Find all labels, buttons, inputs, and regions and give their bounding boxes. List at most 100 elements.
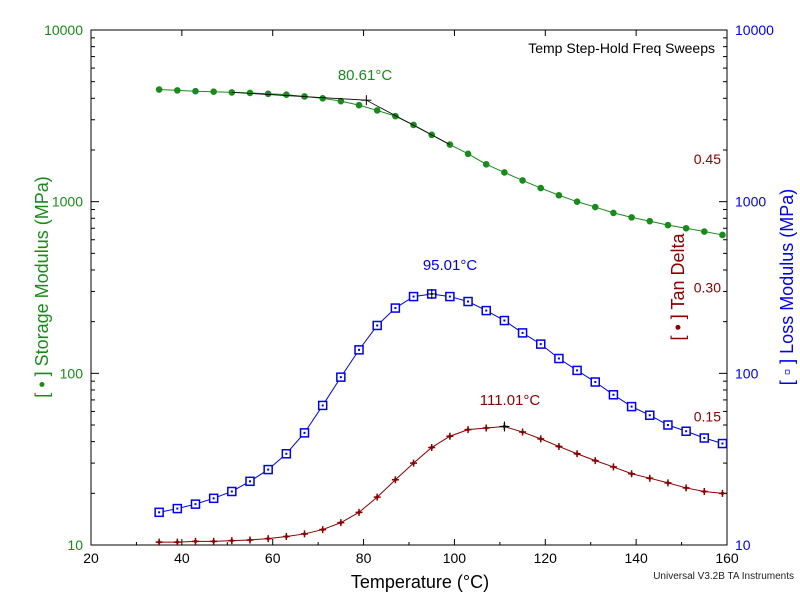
data-point [155,86,163,93]
y-right-tick-label: 1000 [735,194,766,210]
data-point-center [321,527,325,532]
data-point-center [539,343,542,346]
data-point-center [212,497,215,500]
chart-title: Temp Step-Hold Freq Sweeps [528,40,715,56]
data-point-center [339,376,342,379]
data-point-center [720,491,725,495]
data-point-center [467,300,470,303]
series-layer [154,86,728,546]
data-point [174,87,181,94]
data-point-center [393,478,397,482]
data-point-center [284,534,288,539]
data-point [337,97,345,105]
data-point-center [648,414,651,417]
software-credit: Universal V3.2B TA Instruments [653,571,794,582]
data-point [591,203,599,211]
data-point-center [612,393,615,396]
x-tick-label: 80 [356,550,372,566]
series-storage-modulus [155,86,726,239]
data-point-center [539,437,543,441]
data-point-center [175,540,179,544]
x-tick-label: 40 [174,550,190,566]
data-point [373,107,381,114]
data-point-center [430,445,434,450]
data-point-center [684,486,688,490]
x-tick-label: 160 [715,550,739,566]
data-point-center [448,434,452,438]
data-point-center [158,511,161,514]
data-point-center [194,503,197,506]
y-left-axis-label: [ • ] Storage Modulus (MPa) [32,176,52,397]
data-point-center [375,495,379,499]
y-right-tick-label: 10 [735,537,751,553]
data-point [355,101,363,109]
data-point [573,198,581,205]
y-right-axis-label: [ ▫ ] Loss Modulus (MPa) [777,189,797,385]
data-point [519,177,526,184]
data-point-center [685,430,688,433]
data-point-center [248,538,252,542]
data-point-center [266,536,270,541]
data-point [464,150,472,158]
data-point-center [557,444,561,449]
data-point [392,112,399,120]
x-tick-label: 20 [83,550,99,566]
series-loss-modulus [154,289,728,518]
data-point-center [448,295,451,298]
data-point [446,141,454,148]
tan-delta-axis-label: [ • ] Tan Delta [668,233,688,341]
tan-delta-tick-label: 0.30 [694,280,721,296]
data-point-center [576,369,579,372]
data-point-center [521,331,524,334]
data-point-center [267,468,270,471]
data-point-center [484,426,488,430]
data-point [210,88,217,96]
data-point-center [339,521,343,525]
data-point-center [302,532,307,536]
data-point-center [249,480,251,483]
data-point [319,95,326,102]
onset-tangent-line [231,92,367,101]
data-point-center [666,481,670,485]
data-point [555,191,563,199]
data-point-center [503,319,506,322]
x-tick-label: 120 [534,550,558,566]
data-point-center [648,476,652,480]
data-point-center [157,540,161,544]
series-tan-delta [155,423,726,546]
data-point-center [611,465,616,469]
data-point-center [666,424,669,427]
data-point-center [411,461,416,465]
y-left-tick-label: 100 [60,365,84,381]
data-point-center [721,442,724,445]
data-point-center [630,472,634,476]
data-point [700,228,708,235]
data-point-center [394,307,397,310]
data-point-center [357,510,361,514]
x-tick-label: 140 [624,550,648,566]
data-point [646,217,654,225]
y-right-tick-label: 100 [735,365,759,381]
data-point [682,224,690,232]
data-point [192,87,199,95]
x-axis-label: Temperature (°C) [351,572,489,592]
data-point-center [702,489,706,494]
y-left-tick-label: 10 [67,537,83,553]
data-point-center [230,490,233,493]
data-point-center [321,404,324,407]
data-point-center [358,348,361,351]
data-point-center [212,539,216,543]
data-point [537,184,545,192]
annotation-storage-peak: 80.61°C [338,67,393,84]
data-point-center [230,539,234,543]
data-point-center [593,459,597,463]
data-point [501,169,508,176]
data-point-center [575,452,579,456]
annotation-tandelta-peak: 111.01°C [480,392,541,409]
annotation-loss-peak: 95.01°C [423,257,478,274]
tan-delta-tick-label: 0.45 [694,151,721,167]
y-right-tick-label: 10000 [735,22,774,38]
data-point-center [285,452,288,455]
data-point [610,209,617,217]
